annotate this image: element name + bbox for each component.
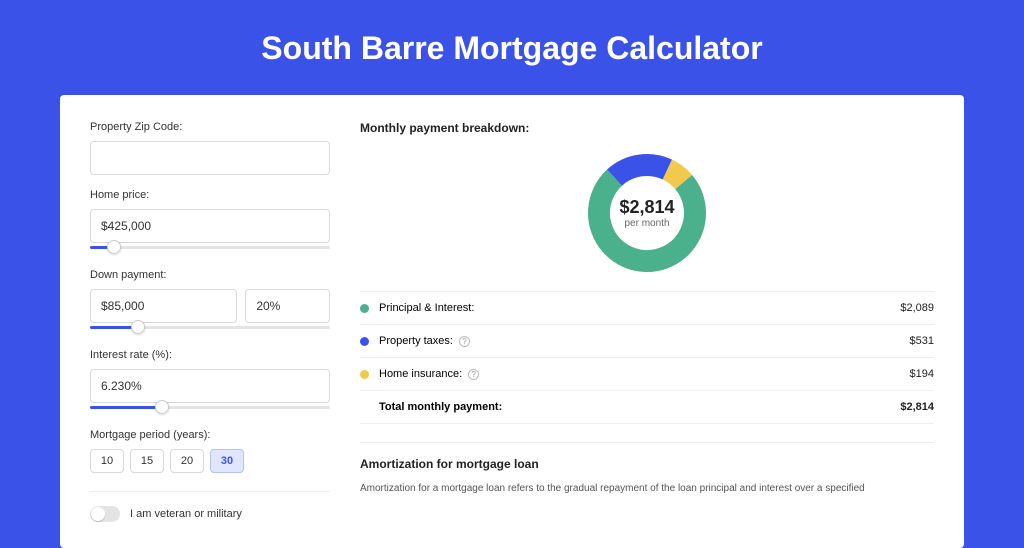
inputs-column: Property Zip Code: Home price: Down paym… — [90, 121, 330, 522]
page-title: South Barre Mortgage Calculator — [60, 30, 964, 67]
zip-field-group: Property Zip Code: — [90, 121, 330, 175]
veteran-row: I am veteran or military — [90, 491, 330, 522]
period-label: Mortgage period (years): — [90, 429, 330, 441]
period-option-15[interactable]: 15 — [130, 449, 164, 473]
info-icon[interactable]: ? — [468, 369, 479, 380]
veteran-label: I am veteran or military — [130, 508, 242, 520]
zip-input[interactable] — [90, 141, 330, 175]
legend-value: $2,089 — [900, 302, 934, 314]
down-payment-slider[interactable] — [90, 321, 330, 335]
legend-label: Home insurance:? — [379, 368, 910, 380]
donut-center: $2,814 per month — [585, 151, 709, 275]
down-payment-label: Down payment: — [90, 269, 330, 281]
legend-row-ins: Home insurance:?$194 — [360, 358, 934, 391]
down-payment-field-group: Down payment: — [90, 269, 330, 335]
interest-rate-field-group: Interest rate (%): — [90, 349, 330, 415]
interest-rate-label: Interest rate (%): — [90, 349, 330, 361]
legend-label: Property taxes:? — [379, 335, 910, 347]
total-value: $2,814 — [900, 401, 934, 413]
down-payment-amount-input[interactable] — [90, 289, 237, 323]
donut-chart-wrap: $2,814 per month — [360, 151, 934, 275]
zip-label: Property Zip Code: — [90, 121, 330, 133]
calculator-card: Property Zip Code: Home price: Down paym… — [60, 95, 964, 548]
period-field-group: Mortgage period (years): 10152030 — [90, 429, 330, 473]
total-label: Total monthly payment: — [379, 401, 900, 413]
legend-dot — [360, 304, 369, 313]
period-option-20[interactable]: 20 — [170, 449, 204, 473]
donut-amount: $2,814 — [619, 197, 674, 218]
legend-row-tax: Property taxes:?$531 — [360, 325, 934, 358]
home-price-field-group: Home price: — [90, 189, 330, 255]
home-price-input[interactable] — [90, 209, 330, 243]
breakdown-column: Monthly payment breakdown: $2,814 per mo… — [360, 121, 934, 522]
donut-sub: per month — [624, 218, 669, 229]
home-price-slider[interactable] — [90, 241, 330, 255]
interest-rate-slider[interactable] — [90, 401, 330, 415]
info-icon[interactable]: ? — [459, 336, 470, 347]
veteran-toggle[interactable] — [90, 506, 120, 522]
interest-rate-input[interactable] — [90, 369, 330, 403]
home-price-label: Home price: — [90, 189, 330, 201]
legend: Principal & Interest:$2,089Property taxe… — [360, 291, 934, 424]
legend-row-pi: Principal & Interest:$2,089 — [360, 292, 934, 325]
legend-dot — [360, 337, 369, 346]
period-option-10[interactable]: 10 — [90, 449, 124, 473]
amortization-title: Amortization for mortgage loan — [360, 457, 934, 471]
slider-thumb[interactable] — [155, 400, 169, 414]
legend-label: Principal & Interest: — [379, 302, 900, 314]
down-payment-percent-input[interactable] — [245, 289, 330, 323]
amortization-section: Amortization for mortgage loan Amortizat… — [360, 442, 934, 496]
slider-thumb[interactable] — [131, 320, 145, 334]
period-options: 10152030 — [90, 449, 330, 473]
slider-thumb[interactable] — [107, 240, 121, 254]
amortization-text: Amortization for a mortgage loan refers … — [360, 481, 934, 496]
legend-row-total: Total monthly payment:$2,814 — [360, 391, 934, 424]
breakdown-title: Monthly payment breakdown: — [360, 121, 934, 135]
legend-value: $531 — [910, 335, 934, 347]
period-option-30[interactable]: 30 — [210, 449, 244, 473]
legend-value: $194 — [910, 368, 934, 380]
legend-dot — [360, 370, 369, 379]
